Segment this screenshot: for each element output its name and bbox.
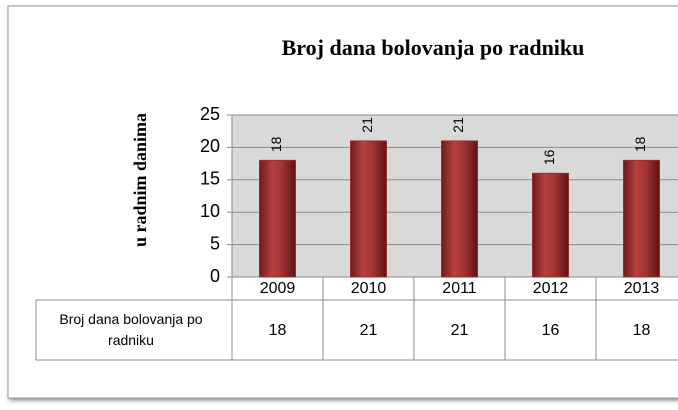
bar [350,140,387,278]
data-label: 18 [632,136,648,152]
bar [532,172,569,278]
table-value: 21 [360,322,378,339]
legend-label: Broj dana bolovanja po radniku [59,311,202,348]
x-tick-label: 2011 [442,280,477,297]
y-tick-label: 15 [200,169,220,189]
data-label: 16 [541,149,557,165]
x-tick-label: 2012 [533,280,569,297]
y-tick-label: 10 [200,201,220,221]
data-label: 21 [359,117,375,133]
bar [623,159,660,278]
bar [259,159,296,278]
table-value: 16 [542,322,560,339]
y-tick-label: 20 [200,136,220,156]
x-tick-label: 2010 [351,280,387,297]
x-tick-label: 2013 [624,280,660,297]
data-label: 18 [268,136,284,152]
bar [441,140,478,278]
table-value: 18 [633,322,651,339]
data-label: 21 [450,117,466,133]
y-tick-label: 5 [210,233,220,253]
y-axis-title: u radnim danima [130,113,150,247]
table-value: 21 [451,322,469,339]
table-value: 18 [269,322,287,339]
y-tick-label: 0 [210,266,220,286]
x-tick-label: 2009 [260,280,296,297]
y-tick-label: 25 [200,104,220,124]
chart-title: Broj dana bolovanja po radniku [282,35,585,60]
